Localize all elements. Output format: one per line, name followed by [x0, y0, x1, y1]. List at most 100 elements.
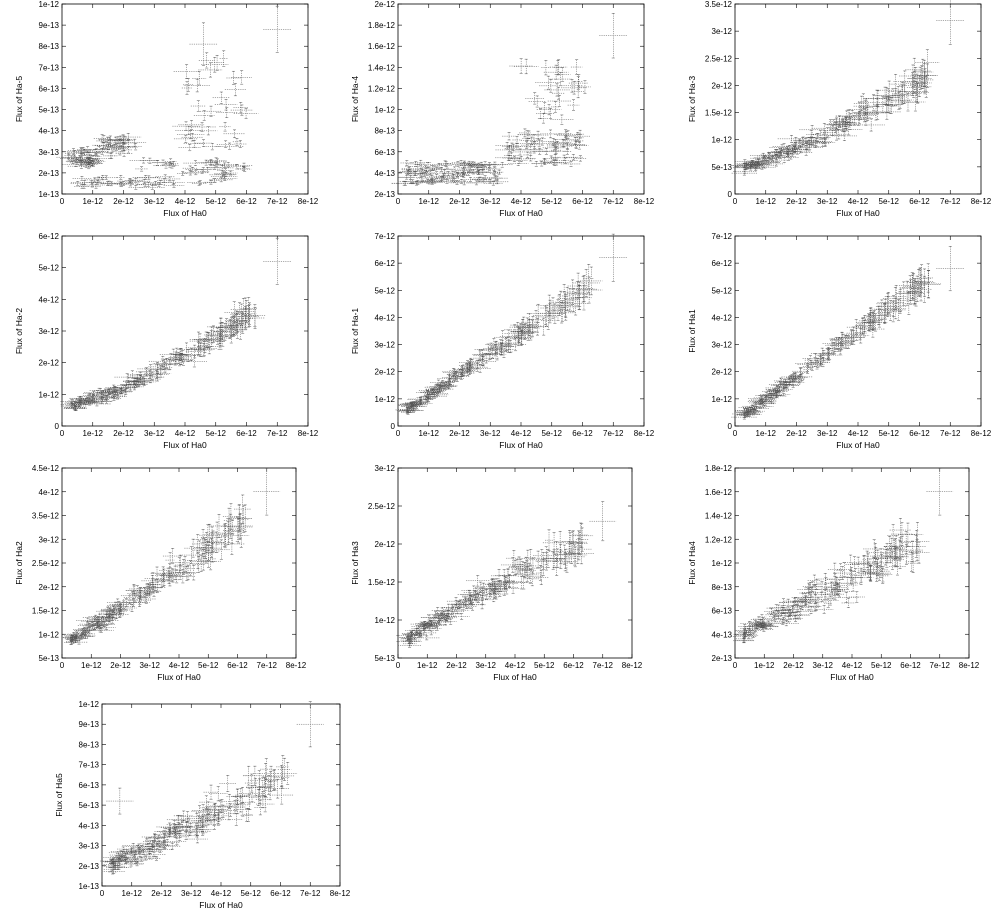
data-point [536, 295, 563, 316]
x-tick-label: 6e-12 [572, 197, 593, 206]
data-point [778, 145, 806, 151]
data-point [550, 304, 560, 324]
data-point [112, 182, 128, 186]
data-point [512, 136, 521, 143]
data-point [526, 156, 536, 161]
data-point [233, 138, 241, 145]
data-point [887, 91, 914, 108]
y-tick-label: 8e-13 [39, 42, 60, 51]
data-point [228, 320, 247, 339]
data-point [835, 124, 862, 135]
data-point [125, 180, 140, 184]
data-point [567, 141, 585, 148]
data-point [914, 84, 922, 104]
y-tick-label: 1e-12 [712, 136, 733, 145]
x-tick-label: 8e-12 [298, 429, 319, 438]
data-point [117, 182, 126, 186]
data-point [571, 60, 582, 75]
data-point [188, 123, 216, 132]
x-tick-label: 3e-12 [144, 197, 165, 206]
y-tick-label: 1.6e-12 [368, 42, 396, 51]
y-tick-label: 1e-12 [375, 395, 396, 404]
data-point [231, 71, 252, 85]
data-point [179, 144, 201, 151]
data-point [210, 55, 225, 70]
data-point [414, 162, 441, 167]
data-point [564, 154, 583, 160]
data-point [514, 59, 539, 74]
y-tick-label: 3e-13 [39, 148, 60, 157]
data-point [140, 158, 160, 163]
y-tick-label: 1.8e-12 [368, 21, 396, 30]
data-point [889, 74, 902, 94]
y-tick-label: 4e-13 [375, 169, 396, 178]
y-tick-label: 2e-12 [712, 81, 733, 90]
y-tick-label: 1e-12 [375, 106, 396, 115]
y-tick-label: 5e-13 [712, 163, 733, 172]
y-tick-label: 1.2e-12 [368, 84, 396, 93]
data-point [199, 53, 215, 68]
y-tick-label: 5e-12 [375, 286, 396, 295]
data-point [130, 158, 158, 163]
data-point [206, 158, 227, 163]
x-tick-label: 6e-12 [572, 429, 593, 438]
y-tick-label: 6e-13 [39, 84, 60, 93]
x-tick-label: 5e-12 [879, 197, 900, 206]
x-axis-label: Flux of Ha0 [163, 208, 207, 218]
x-tick-label: 5e-12 [206, 197, 227, 206]
data-point [224, 302, 244, 323]
y-tick-label: 4e-12 [39, 295, 60, 304]
data-point [214, 323, 226, 340]
y-tick-label: 4e-12 [375, 313, 396, 322]
y-tick-label: 5e-12 [39, 264, 60, 273]
data-point [858, 94, 869, 109]
data-point [529, 96, 546, 107]
y-axis-label: Flux of Ha-3 [687, 76, 697, 123]
data-point [799, 125, 825, 134]
y-tick-label: 7e-13 [39, 63, 60, 72]
data-point [263, 238, 291, 284]
y-tick-label: 6e-12 [39, 232, 60, 241]
data-point [778, 135, 806, 142]
data-point [599, 13, 627, 58]
y-tick-label: 3.5e-12 [705, 0, 733, 9]
data-point [137, 176, 161, 180]
x-tick-label: 3e-12 [817, 197, 838, 206]
x-axis-label: Flux of Ha0 [836, 208, 880, 218]
data-point [546, 108, 554, 118]
y-tick-label: 2e-12 [375, 368, 396, 377]
x-tick-label: 4e-12 [175, 429, 196, 438]
data-point [234, 321, 246, 340]
y-tick-label: 1e-12 [39, 0, 60, 9]
data-point [572, 86, 584, 98]
data-point [574, 156, 587, 161]
y-tick-label: 2e-13 [39, 169, 60, 178]
data-point [182, 82, 192, 95]
data-point [164, 183, 185, 187]
data-point [439, 161, 452, 166]
data-point [139, 185, 165, 189]
x-tick-label: 4e-12 [848, 197, 869, 206]
data-point [557, 131, 576, 139]
y-tick-label: 4e-13 [39, 127, 60, 136]
x-tick-label: 5e-12 [542, 429, 563, 438]
y-tick-label: 1e-12 [39, 390, 60, 399]
x-axis-label: Flux of Ha0 [163, 440, 207, 450]
data-point [135, 167, 148, 171]
data-point [155, 360, 171, 370]
x-tick-label: 0 [396, 197, 401, 206]
x-tick-label: 2e-12 [449, 197, 470, 206]
x-tick-label: 2e-12 [449, 429, 470, 438]
data-point [217, 169, 233, 173]
data-point [854, 96, 869, 111]
x-tick-label: 6e-12 [236, 197, 257, 206]
y-tick-label: 2e-12 [375, 0, 396, 9]
data-point [853, 109, 876, 122]
y-axis-label: Flux of Ha-1 [350, 308, 360, 355]
data-point [123, 378, 134, 384]
data-point [398, 176, 423, 180]
data-point [136, 182, 160, 186]
x-tick-label: 6e-12 [909, 197, 930, 206]
data-point [194, 111, 215, 121]
